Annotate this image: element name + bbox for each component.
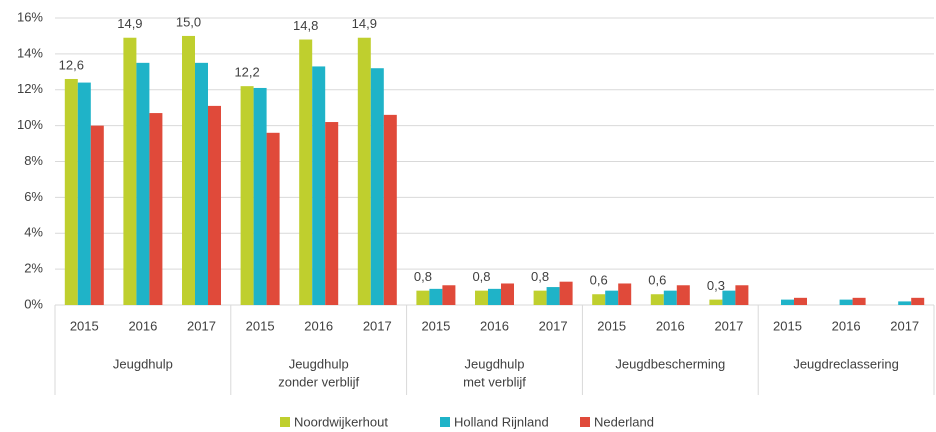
group-label: Jeugdreclassering — [793, 356, 899, 371]
bar — [735, 285, 749, 305]
y-tick-label: 12% — [17, 81, 43, 96]
data-label: 0,8 — [414, 269, 432, 284]
legend-swatch — [440, 417, 450, 427]
y-tick-label: 14% — [17, 45, 43, 60]
legend-swatch — [580, 417, 590, 427]
bar — [475, 290, 488, 305]
group-label: Jeugdhulp — [465, 356, 525, 371]
bar — [123, 37, 137, 305]
bar — [182, 35, 195, 305]
bar — [650, 294, 664, 305]
y-tick-label: 6% — [24, 189, 43, 204]
bar — [533, 290, 547, 305]
legend-label: Nederland — [594, 414, 654, 429]
data-label: 0,8 — [472, 269, 490, 284]
bar — [266, 132, 280, 305]
bar — [709, 299, 723, 305]
bar — [911, 297, 925, 305]
y-tick-label: 16% — [17, 9, 43, 24]
bar — [136, 62, 150, 305]
bar — [592, 294, 606, 305]
data-label: 15,0 — [176, 14, 201, 29]
group-label: met verblijf — [463, 374, 526, 389]
y-tick-label: 2% — [24, 261, 43, 276]
x-tick-label: 2017 — [187, 318, 216, 333]
bar — [501, 283, 514, 305]
data-label: 14,8 — [293, 18, 318, 33]
bar — [781, 299, 794, 305]
bar — [149, 113, 163, 305]
bar — [618, 283, 632, 305]
x-tick-label: 2015 — [421, 318, 450, 333]
bar — [794, 297, 807, 305]
bar — [852, 297, 866, 305]
bar — [663, 290, 677, 305]
x-tick-label: 2017 — [363, 318, 392, 333]
bar — [416, 290, 430, 305]
y-tick-label: 0% — [24, 296, 43, 311]
x-tick-label: 2016 — [304, 318, 333, 333]
x-tick-label: 2015 — [246, 318, 275, 333]
x-tick-label: 2016 — [480, 318, 509, 333]
x-tick-label: 2017 — [714, 318, 743, 333]
bar — [605, 290, 619, 305]
y-tick-label: 4% — [24, 225, 43, 240]
x-tick-label: 2016 — [832, 318, 861, 333]
bar — [839, 299, 853, 305]
x-tick-label: 2015 — [773, 318, 802, 333]
bar — [546, 287, 560, 305]
group-label: Jeugdbescherming — [615, 356, 725, 371]
data-label: 14,9 — [117, 16, 142, 31]
x-tick-label: 2017 — [890, 318, 919, 333]
bar — [299, 39, 313, 306]
bar — [208, 105, 221, 305]
legend-label: Holland Rijnland — [454, 414, 549, 429]
legend-label: Noordwijkerhout — [294, 414, 388, 429]
x-tick-label: 2015 — [70, 318, 99, 333]
bar — [429, 288, 443, 305]
data-label: 12,6 — [59, 57, 84, 72]
bar — [442, 285, 456, 305]
bar — [357, 37, 371, 305]
y-tick-label: 10% — [17, 117, 43, 132]
bar — [370, 68, 384, 305]
y-tick-label: 8% — [24, 153, 43, 168]
data-label: 14,9 — [352, 16, 377, 31]
group-label: Jeugdhulp — [113, 356, 173, 371]
bar — [77, 82, 91, 305]
x-tick-label: 2016 — [656, 318, 685, 333]
x-tick-label: 2016 — [128, 318, 157, 333]
data-label: 0,8 — [531, 269, 549, 284]
bar — [383, 114, 397, 305]
bar — [64, 78, 78, 305]
data-label: 0,6 — [648, 273, 666, 288]
group-label: zonder verblijf — [278, 374, 359, 389]
group-label: Jeugdhulp — [289, 356, 349, 371]
bar — [240, 86, 254, 305]
bar — [312, 66, 326, 306]
bar — [676, 285, 690, 305]
data-label: 12,2 — [234, 65, 259, 80]
bar — [559, 281, 573, 305]
bar — [90, 125, 104, 305]
bar — [253, 87, 267, 305]
bar — [898, 301, 912, 305]
data-label: 0,3 — [707, 278, 725, 293]
bar — [195, 62, 208, 305]
bar — [488, 288, 501, 305]
legend-swatch — [280, 417, 290, 427]
x-tick-label: 2015 — [597, 318, 626, 333]
bar — [722, 290, 736, 305]
x-tick-label: 2017 — [539, 318, 568, 333]
bar — [325, 122, 339, 305]
data-label: 0,6 — [590, 273, 608, 288]
